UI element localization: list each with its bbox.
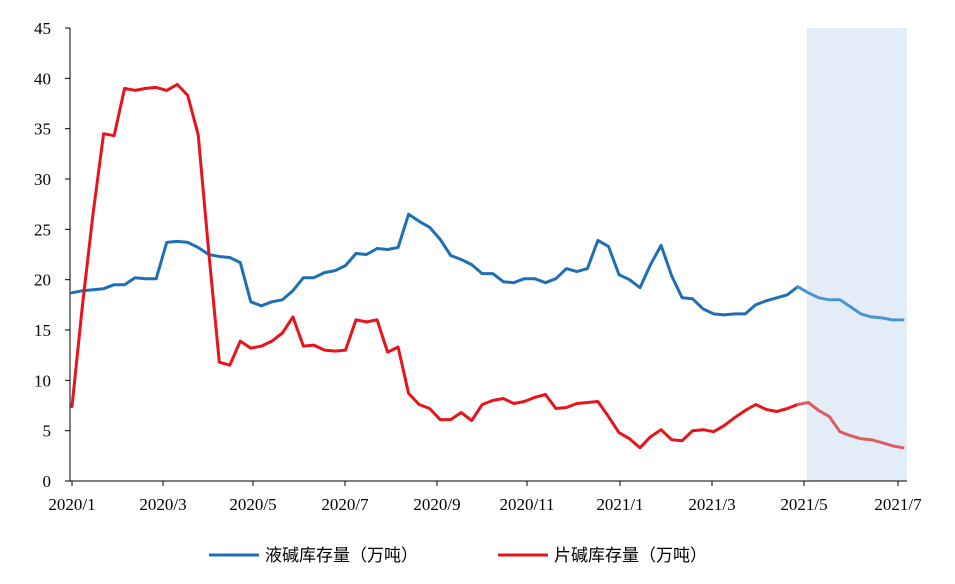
x-tick-label: 2021/5 [780,495,827,514]
y-tick-label: 15 [34,321,51,340]
y-tick-label: 35 [34,120,51,139]
x-tick-label: 2021/1 [596,495,643,514]
legend-label-2: 片碱库存量（万吨） [554,546,707,566]
y-tick-label: 20 [34,271,51,290]
x-tick-label: 2020/9 [413,495,460,514]
x-tick-label: 2020/1 [48,495,95,514]
series-line-2 [70,82,800,450]
y-tick-label: 30 [34,170,51,189]
series-line-1 [70,212,800,317]
x-tick-label: 2020/3 [139,495,186,514]
y-tick-label: 40 [34,69,51,88]
x-tick-label: 2020/5 [229,495,276,514]
x-tick-label: 2021/3 [688,495,735,514]
series-lines [70,82,905,450]
forecast-shaded-region [807,28,907,481]
series-forecast-line-1 [796,285,905,322]
y-tick-label: 0 [43,472,52,491]
forecast-shading-layer [807,28,907,481]
y-tick-label: 10 [34,371,51,390]
legend-label-1: 液碱库存量（万吨） [265,546,418,566]
axes: 0 5 10 15 20 25 30 35 40 45 2020/1 2020/3 2020/5 2020… [34,19,922,514]
x-tick-label: 2020/11 [499,495,554,514]
x-tick-label: 2021/7 [874,495,922,514]
series-forecast-line-2 [796,401,905,450]
y-tick-label: 45 [34,19,51,38]
legend: 液碱库存量（万吨） 片碱库存量（万吨） [209,546,707,566]
x-tick-label: 2020/7 [321,495,369,514]
y-tick-label: 5 [43,422,52,441]
y-tick-label: 25 [34,220,51,239]
